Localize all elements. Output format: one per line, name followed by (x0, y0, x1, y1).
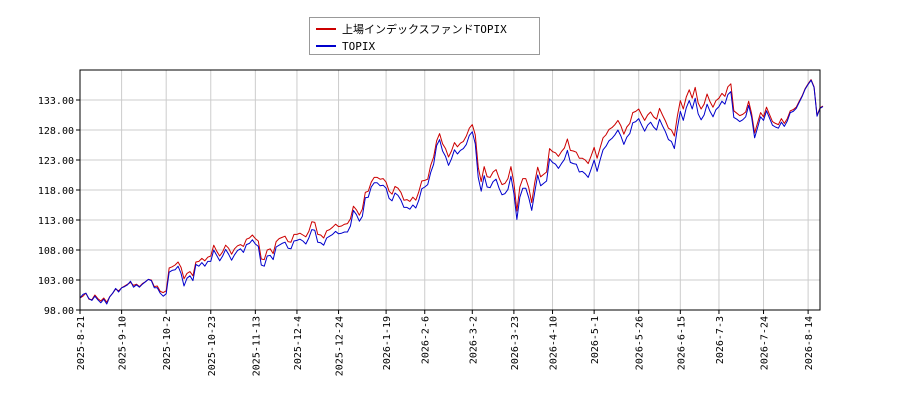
legend-label-etf: 上場インデックスファンドTOPIX (342, 23, 507, 36)
legend-swatch-topix (316, 45, 336, 47)
x-tick-label: 2025-12-4 (293, 316, 304, 370)
x-tick-label: 2026-5-1 (590, 316, 601, 364)
y-axis: 98.00 103.00 108.00 113.00 118.00 123.00 128.0… (38, 96, 80, 317)
y-tick-label: 123.00 (38, 156, 74, 167)
plot-area-border (79, 69, 821, 311)
y-tick-label: 113.00 (38, 216, 74, 227)
x-tick-label: 2026-1-19 (382, 316, 393, 370)
x-tick-label: 2025-12-24 (335, 316, 346, 376)
x-tick-label: 2026-3-23 (510, 316, 521, 370)
grid-lines (79, 70, 820, 311)
y-tick-label: 118.00 (38, 186, 74, 197)
x-tick-label: 2026-4-10 (549, 316, 560, 370)
legend: 上場インデックスファンドTOPIX TOPIX (309, 17, 540, 55)
series-lines (79, 79, 824, 305)
x-tick-label: 2026-5-26 (635, 316, 646, 370)
x-axis: 2025-8-21 2025-9-10 2025-10-2 2025-10-23 202… (76, 310, 815, 376)
y-tick-label: 98.00 (44, 306, 74, 317)
x-tick-label: 2025-8-21 (76, 316, 87, 370)
x-tick-label: 2025-11-13 (251, 316, 262, 376)
legend-label-topix: TOPIX (342, 39, 376, 53)
x-tick-label: 2026-3-2 (468, 316, 479, 364)
x-tick-label: 2026-7-3 (715, 316, 726, 364)
x-tick-label: 2025-10-2 (162, 316, 173, 370)
y-tick-label: 133.00 (38, 96, 74, 107)
legend-swatch-etf (316, 28, 336, 30)
legend-item-etf: 上場インデックスファンドTOPIX (316, 21, 507, 37)
legend-item-topix: TOPIX (316, 38, 375, 54)
y-tick-label: 128.00 (38, 126, 74, 137)
y-tick-label: 108.00 (38, 246, 74, 257)
series-line-topix (79, 79, 824, 305)
x-tick-label: 2026-6-15 (676, 316, 687, 370)
x-tick-label: 2025-9-10 (118, 316, 129, 370)
x-tick-label: 2025-10-23 (207, 316, 218, 376)
y-tick-label: 103.00 (38, 276, 74, 287)
x-tick-label: 2026-7-24 (760, 316, 771, 370)
series-line-etf (79, 79, 824, 303)
x-tick-label: 2026-8-14 (804, 316, 815, 370)
x-tick-label: 2026-2-6 (421, 316, 432, 364)
